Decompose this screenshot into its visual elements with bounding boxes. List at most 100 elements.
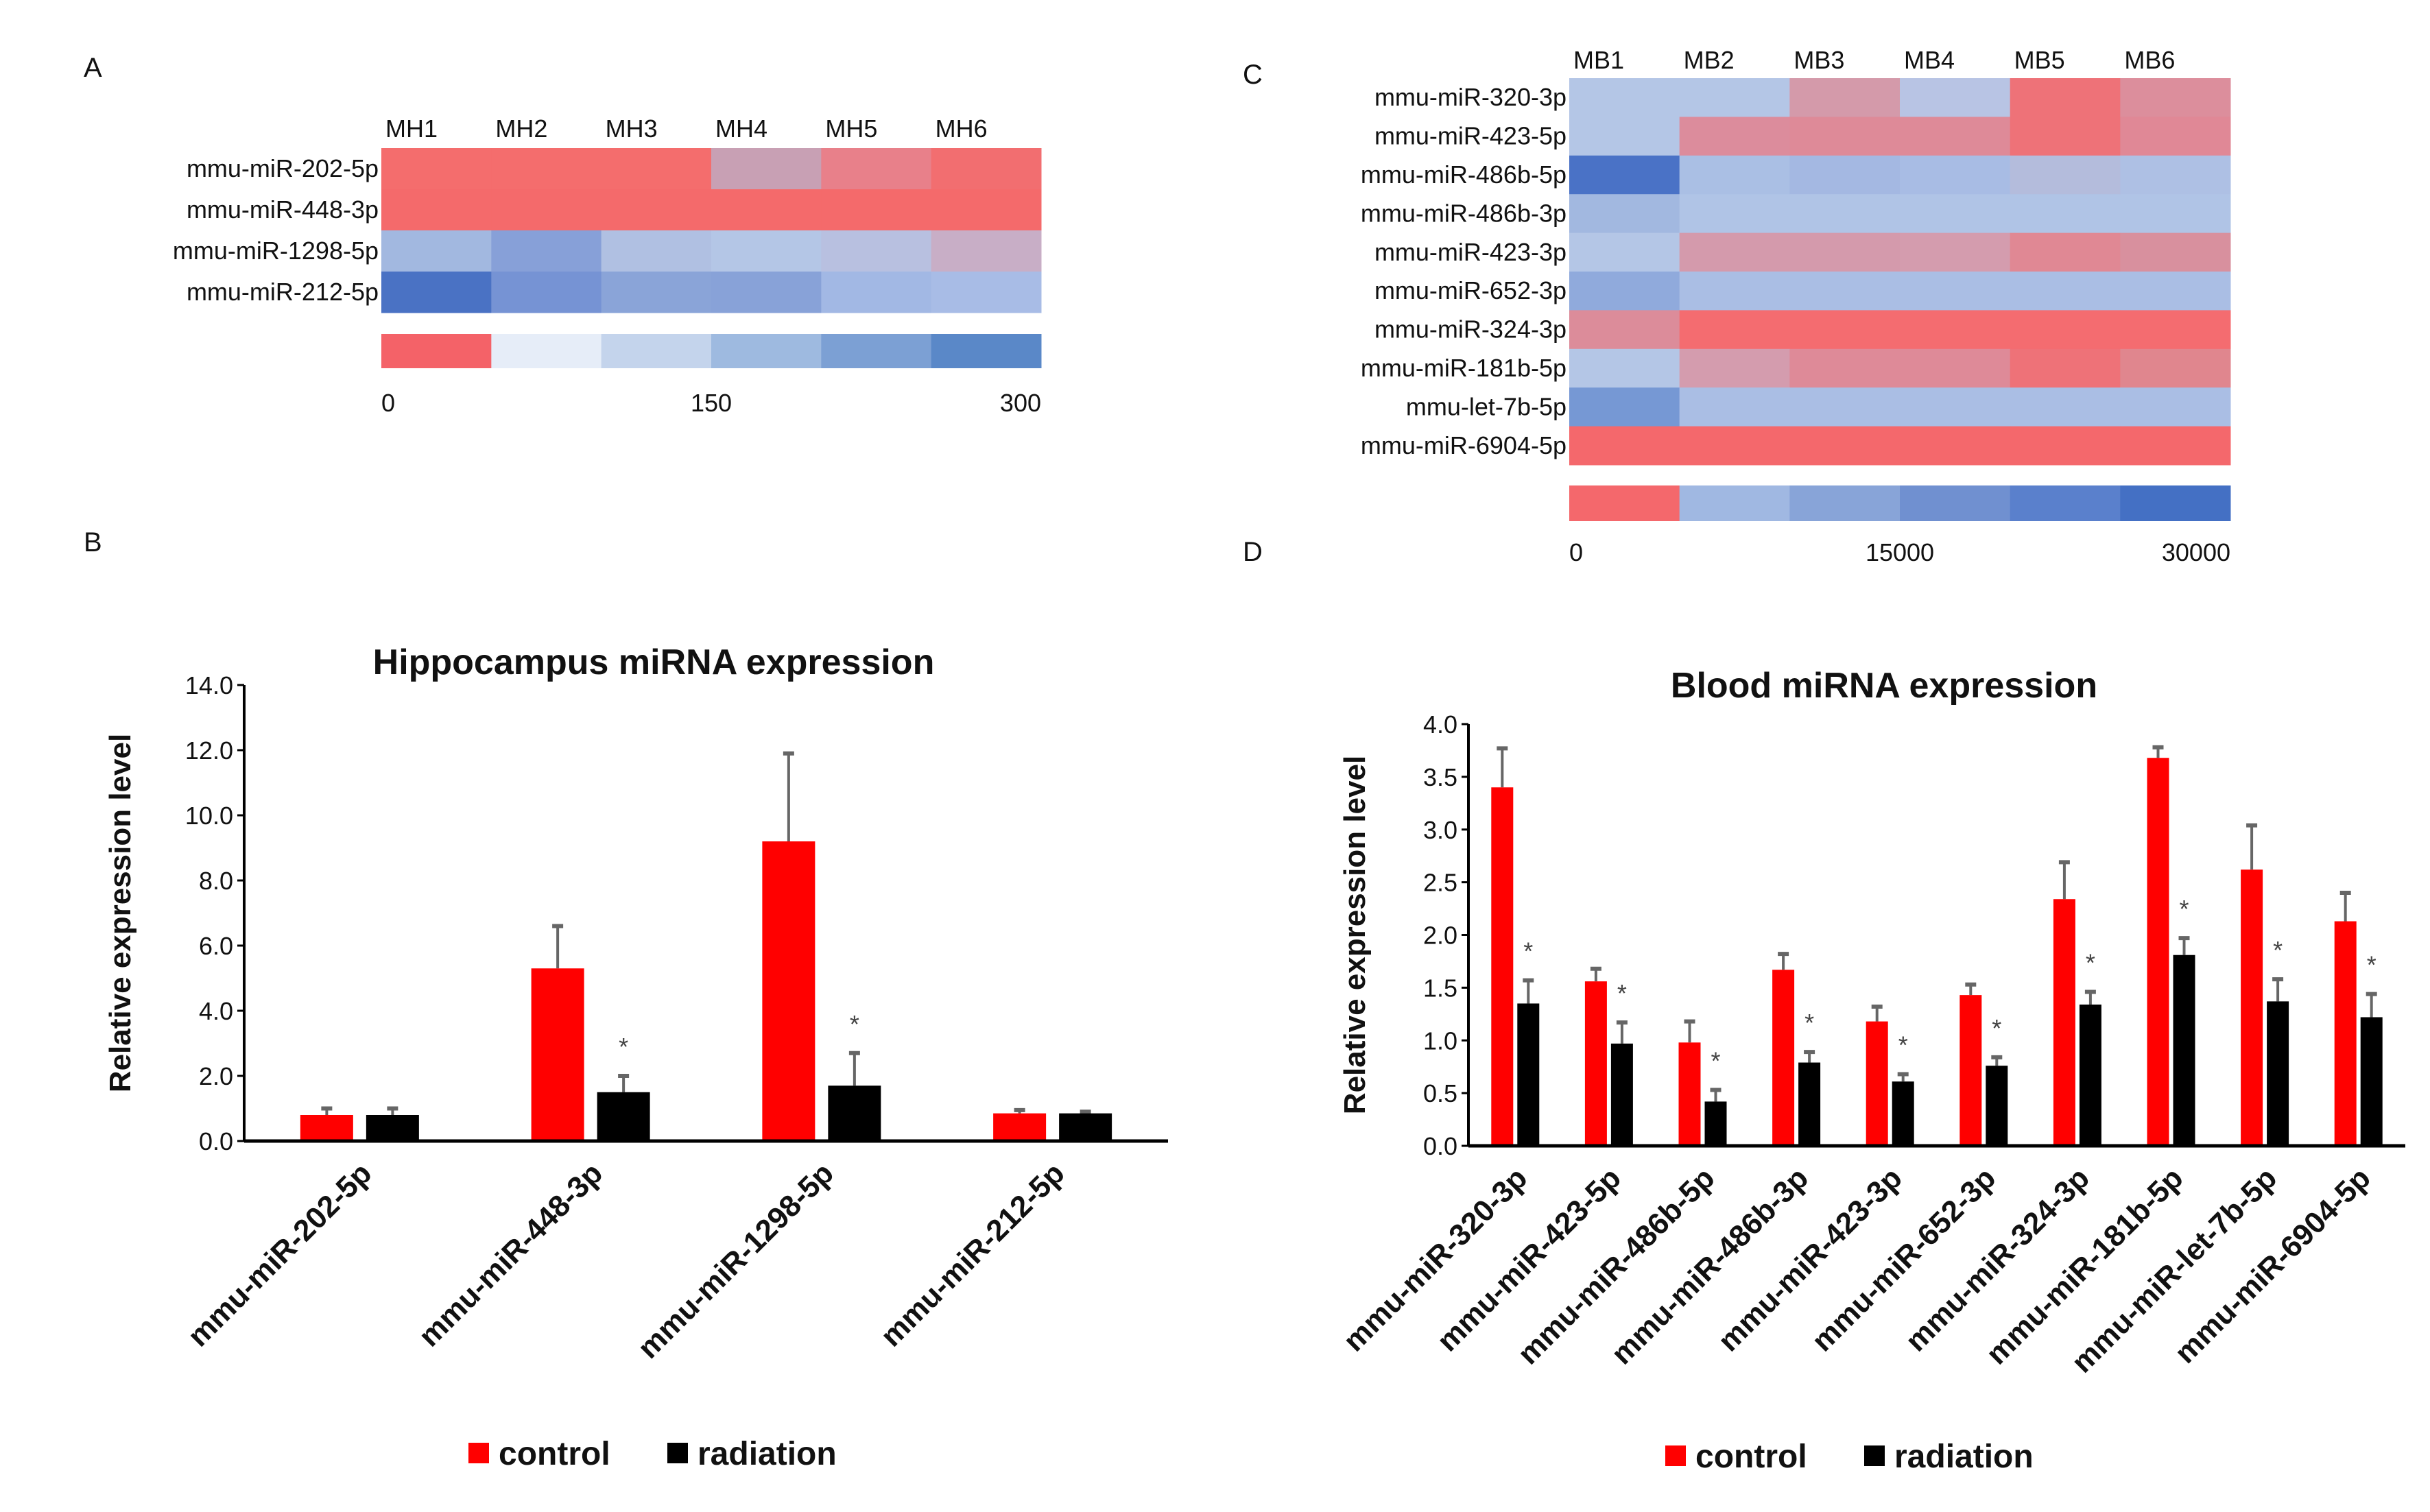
heatmap-cell xyxy=(1679,117,1790,156)
heatmap-cell xyxy=(931,272,1042,313)
colorbar-segment xyxy=(1679,485,1790,521)
significance-marker: * xyxy=(1617,979,1627,1007)
significance-marker: * xyxy=(850,1010,859,1038)
row-label: mmu-miR-1298-5p xyxy=(173,237,379,265)
heatmap-cell xyxy=(491,189,602,231)
colorbar-segment xyxy=(711,334,822,368)
category-label: mmu-miR-1298-5p xyxy=(632,1156,840,1365)
heatmap-cell xyxy=(931,189,1042,231)
bar-control xyxy=(1772,970,1795,1146)
y-tick-label: 12.0 xyxy=(185,736,233,765)
y-tick-label: 0.0 xyxy=(1423,1132,1457,1160)
colorbar-segment xyxy=(1569,485,1680,521)
heatmap-cell xyxy=(2010,348,2121,388)
heatmap-cell xyxy=(381,230,492,272)
bar-control xyxy=(2334,921,2357,1146)
column-label: MH6 xyxy=(936,115,988,143)
heatmap-cell xyxy=(2120,310,2231,350)
bar-control xyxy=(2241,869,2263,1146)
heatmap-cell xyxy=(1789,348,1901,388)
column-label: MH1 xyxy=(385,115,438,143)
heatmap-cell xyxy=(1569,117,1680,156)
heatmap-cell xyxy=(381,189,492,231)
bar-radiation xyxy=(2360,1017,2383,1146)
heatmap-cell xyxy=(1569,194,1680,234)
heatmap-cell xyxy=(1679,387,1790,427)
heatmap-cell xyxy=(1789,272,1901,311)
heatmap-cell xyxy=(381,148,492,190)
heatmap-cell xyxy=(1900,387,2011,427)
bar-control xyxy=(531,968,584,1141)
significance-marker: * xyxy=(2367,951,2377,979)
colorbar-tick: 300 xyxy=(1000,389,1041,417)
significance-marker: * xyxy=(1992,1014,2001,1042)
heatmap-cell xyxy=(1569,310,1680,350)
heatmap-cell xyxy=(1679,272,1790,311)
colorbar-segment xyxy=(1789,485,1901,521)
heatmap-cell xyxy=(821,272,932,313)
y-tick-label: 4.0 xyxy=(1423,710,1457,739)
colorbar-tick: 15000 xyxy=(1866,538,1934,566)
heatmap-cell xyxy=(491,272,602,313)
bar-radiation xyxy=(1517,1003,1540,1146)
heatmap-cell xyxy=(2120,78,2231,117)
heatmap-cell xyxy=(2010,387,2121,427)
colorbar-segment xyxy=(821,334,932,368)
heatmap-cell xyxy=(2010,272,2121,311)
category-label: mmu-miR-202-5p xyxy=(181,1156,378,1353)
column-label: MH5 xyxy=(825,115,877,143)
heatmap-cell xyxy=(1679,194,1790,234)
heatmap-cell xyxy=(711,230,822,272)
column-label: MB1 xyxy=(1573,46,1624,74)
heatmap-cell xyxy=(711,189,822,231)
heatmap-cell xyxy=(821,148,932,190)
column-label: MH3 xyxy=(606,115,658,143)
y-tick-label: 2.0 xyxy=(1423,922,1457,950)
significance-marker: * xyxy=(619,1033,628,1061)
row-label: mmu-let-7b-5p xyxy=(1406,392,1567,420)
panel-label-d: D xyxy=(1243,537,1263,567)
heatmap-cell xyxy=(1569,155,1680,195)
y-tick-label: 0.5 xyxy=(1423,1079,1457,1107)
heatmap-cell xyxy=(2010,310,2121,350)
colorbar-tick: 30000 xyxy=(2162,538,2230,566)
bar-chart-hippocampus: Hippocampus miRNA expression Relative exp… xyxy=(104,643,1168,1472)
column-label: MB3 xyxy=(1794,46,1844,74)
y-tick-label: 0.0 xyxy=(199,1127,233,1155)
heatmap-cell xyxy=(601,189,712,231)
legend-swatch-control xyxy=(468,1443,489,1463)
bar-radiation xyxy=(828,1085,881,1141)
bar-control xyxy=(1678,1042,1701,1146)
significance-marker: * xyxy=(1523,937,1533,965)
heatmap-cell xyxy=(2120,426,2231,466)
bar-control xyxy=(1584,981,1607,1146)
heatmap-cell xyxy=(1789,426,1901,466)
category-label: mmu-miR-448-3p xyxy=(412,1156,609,1353)
bar-radiation xyxy=(2173,955,2195,1146)
colorbar-tick: 0 xyxy=(1569,538,1583,566)
y-tick-label: 1.5 xyxy=(1423,974,1457,1002)
heatmap-cell xyxy=(821,230,932,272)
heatmap-cell xyxy=(711,272,822,313)
heatmap-cell xyxy=(2120,155,2231,195)
heatmap-cell xyxy=(821,189,932,231)
legend-label-control: control xyxy=(1695,1439,1807,1475)
heatmap-cell xyxy=(1900,310,2011,350)
heatmap-cell xyxy=(2120,117,2231,156)
heatmap-cell xyxy=(2010,78,2121,117)
heatmap-cell xyxy=(1900,348,2011,388)
column-label: MB5 xyxy=(2014,46,2065,74)
heatmap-cell xyxy=(1789,310,1901,350)
bar-radiation xyxy=(2079,1004,2101,1146)
heatmap-cell xyxy=(1679,310,1790,350)
heatmap-cell xyxy=(1569,272,1680,311)
y-axis-label: Relative expression level xyxy=(104,734,137,1092)
heatmap-cell xyxy=(931,230,1042,272)
heatmap-cell xyxy=(1900,117,2011,156)
legend-swatch-radiation xyxy=(1864,1445,1885,1466)
column-label: MB2 xyxy=(1684,46,1735,74)
heatmap-cell xyxy=(1900,78,2011,117)
heatmap-cell xyxy=(2120,387,2231,427)
heatmap-cell xyxy=(381,272,492,313)
bar-radiation xyxy=(1798,1062,1821,1146)
